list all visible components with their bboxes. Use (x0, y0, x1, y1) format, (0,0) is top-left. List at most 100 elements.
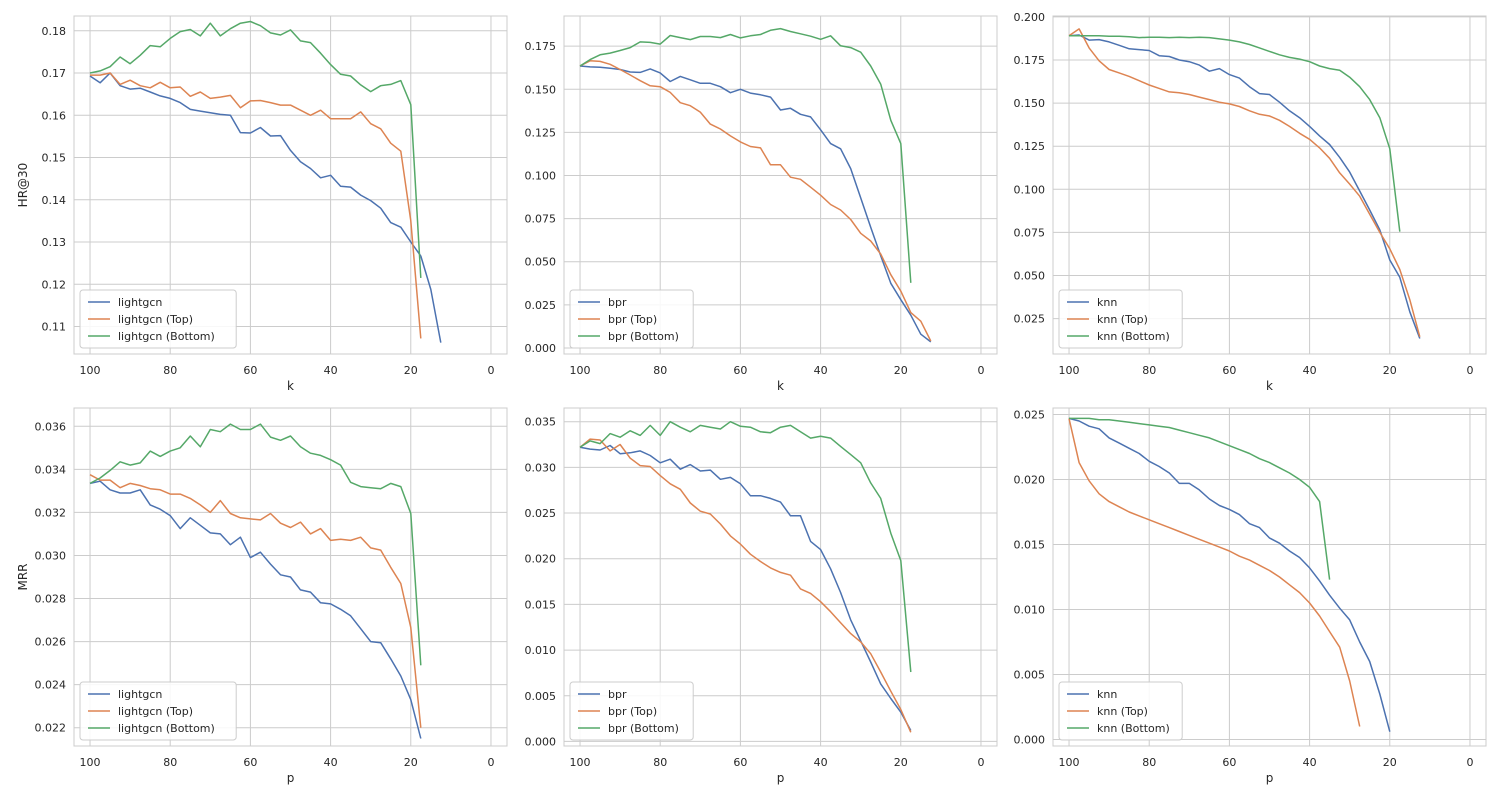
legend-entry: knn (Bottom) (1097, 722, 1170, 735)
y-tick-label: 0.025 (525, 299, 557, 312)
legend: knn knn (Top) knn (Bottom) (1058, 289, 1183, 349)
y-tick-label: 0.050 (525, 256, 557, 269)
legend-entry: bpr (Top) (608, 313, 657, 326)
y-tick-label: 0.015 (525, 598, 557, 611)
y-tick-label: 0.150 (1014, 97, 1046, 110)
y-tick-label: 0.005 (525, 690, 557, 703)
x-axis-label: k (1266, 379, 1273, 393)
y-tick-label: 0.150 (525, 83, 557, 96)
y-tick-label: 0.010 (525, 644, 557, 657)
y-tick-label: 0.000 (525, 342, 557, 355)
legend-entry: lightgcn (Top) (118, 313, 193, 326)
y-tick-label: 0.075 (1014, 226, 1046, 239)
series-line-green (579, 420, 912, 673)
subplot-4: 100 80 60 40 20 0 0.022 0.024 0.026 0.028 0.030 0.0… (16, 407, 508, 785)
x-tick-label: 40 (1303, 364, 1317, 377)
series-line-green (89, 423, 422, 666)
y-tick-label: 0.026 (35, 636, 67, 649)
subplot-2: 100 80 60 40 20 0 0.000 0.025 0.050 0.075 0.100 0.1… (525, 15, 998, 393)
series-line-green (1069, 35, 1401, 232)
y-tick-label: 0.175 (1014, 54, 1046, 67)
plot-frame (73, 407, 508, 747)
y-tick-label: 0.175 (525, 40, 557, 53)
x-tick-label: 20 (404, 756, 418, 769)
x-tick-label: 20 (894, 756, 908, 769)
subplot-5: 100 80 60 40 20 0 0.000 0.005 0.010 0.015 0.020 0.0… (525, 407, 998, 785)
series-line-green (579, 27, 912, 283)
y-tick-label: 0.030 (35, 549, 67, 562)
x-tick-label: 100 (570, 756, 591, 769)
series-line-orange (579, 438, 912, 733)
x-tick-label: 80 (1142, 364, 1156, 377)
x-tick-label: 60 (733, 756, 747, 769)
x-tick-label: 40 (324, 756, 338, 769)
legend: lightgcn lightgcn (Top) lightgcn (Bottom) (79, 289, 237, 349)
x-tick-label: 20 (894, 364, 908, 377)
y-tick-label: 0.030 (525, 461, 557, 474)
legend-box (79, 289, 237, 349)
series-line-blue (579, 65, 932, 343)
series-line-blue (1068, 34, 1421, 339)
legend-box (1058, 681, 1183, 741)
x-tick-label: 60 (243, 364, 257, 377)
y-axis-label: HR@30 (16, 163, 30, 208)
x-axis-label: p (1266, 771, 1274, 785)
y-tick-label: 0.024 (35, 679, 67, 692)
legend-entry: knn (1097, 296, 1117, 309)
x-tick-label: 100 (1059, 756, 1080, 769)
y-tick-label: 0.025 (1014, 313, 1046, 326)
x-tick-label: 80 (1142, 756, 1156, 769)
plot-frame (1052, 407, 1487, 747)
legend-entry: bpr (608, 688, 627, 701)
legend: knn knn (Top) knn (Bottom) (1058, 681, 1183, 741)
x-tick-label: 0 (487, 756, 494, 769)
legend: bpr bpr (Top) bpr (Bottom) (569, 681, 694, 741)
y-tick-label: 0.000 (1014, 734, 1046, 747)
legend-entry: lightgcn (118, 688, 162, 701)
x-tick-label: 80 (163, 756, 177, 769)
legend-box (79, 681, 237, 741)
series-line-orange (1068, 418, 1361, 727)
y-tick-label: 0.020 (525, 553, 557, 566)
x-tick-label: 20 (1383, 364, 1397, 377)
x-tick-label: 60 (1222, 364, 1236, 377)
x-tick-label: 100 (570, 364, 591, 377)
subplot-6: 100 80 60 40 20 0 0.000 0.005 0.010 0.015 0.020 0.0… (1014, 407, 1487, 785)
y-tick-label: 0.025 (1014, 409, 1046, 422)
y-tick-label: 0.11 (42, 321, 67, 334)
legend-entry: bpr (Top) (608, 705, 657, 718)
subplot-3: 100 80 60 40 20 0 0.025 0.050 0.075 0.100 0.125 0.1… (1014, 11, 1487, 393)
series-line-blue (89, 480, 422, 739)
x-tick-label: 100 (80, 364, 101, 377)
y-tick-label: 0.100 (1014, 183, 1046, 196)
series-line-orange (89, 474, 422, 728)
x-tick-label: 100 (1059, 364, 1080, 377)
x-tick-label: 100 (80, 756, 101, 769)
x-tick-label: 60 (243, 756, 257, 769)
y-tick-label: 0.020 (1014, 474, 1046, 487)
y-tick-label: 0.125 (1014, 140, 1046, 153)
y-tick-label: 0.14 (42, 194, 67, 207)
y-tick-label: 0.005 (1014, 669, 1046, 682)
legend-box (1058, 289, 1183, 349)
y-tick-label: 0.15 (42, 152, 67, 165)
x-axis-label: p (777, 771, 785, 785)
y-tick-label: 0.100 (525, 170, 557, 183)
y-tick-label: 0.16 (42, 109, 67, 122)
y-tick-label: 0.022 (35, 722, 67, 735)
y-tick-label: 0.17 (42, 67, 67, 80)
y-tick-label: 0.125 (525, 126, 557, 139)
series-line-blue (1068, 417, 1391, 732)
x-tick-label: 0 (487, 364, 494, 377)
x-tick-label: 80 (653, 756, 667, 769)
series-line-orange (579, 60, 932, 342)
legend-box (569, 681, 694, 741)
plot-frame (1052, 15, 1487, 355)
x-tick-label: 20 (404, 364, 418, 377)
legend-entry: lightgcn (Bottom) (118, 722, 215, 735)
x-tick-label: 0 (977, 364, 984, 377)
x-axis-label: k (287, 379, 294, 393)
y-tick-label: 0.000 (525, 735, 557, 748)
x-tick-label: 20 (1383, 756, 1397, 769)
